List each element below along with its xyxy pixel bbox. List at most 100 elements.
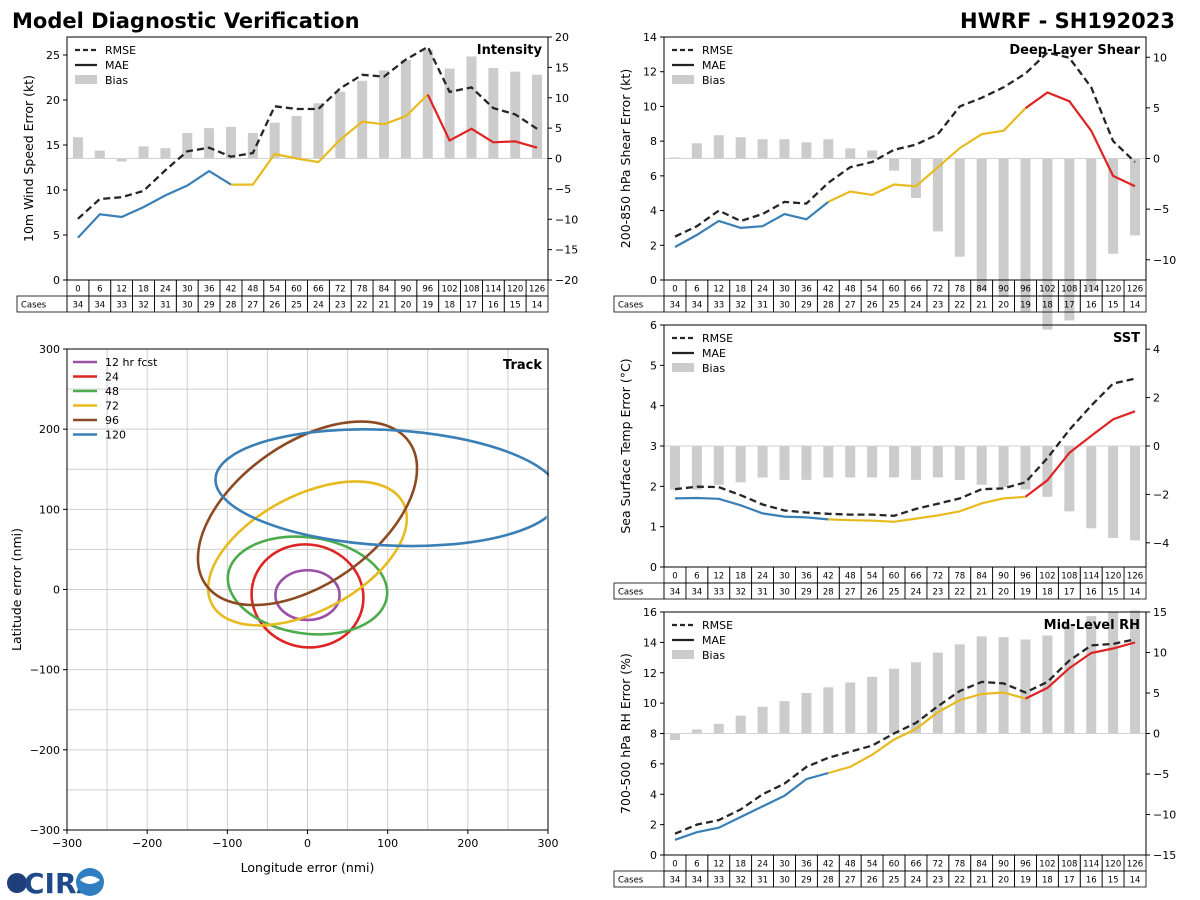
shear-legend-bias: Bias xyxy=(702,74,725,87)
sst-hour-label: 78 xyxy=(954,572,965,582)
sst-bias-bar xyxy=(867,446,878,478)
sst-bias-bar xyxy=(954,446,965,480)
intensity-ytick-label: 25 xyxy=(46,49,60,62)
intensity-ytick-label: 20 xyxy=(46,94,60,107)
intensity-case-count: 14 xyxy=(532,301,543,311)
rh-hour-label: 102 xyxy=(1039,860,1055,870)
intensity-hour-label: 108 xyxy=(463,285,479,295)
shear-hour-label: 0 xyxy=(672,285,677,295)
rh-case-count: 34 xyxy=(691,876,702,886)
sst-case-cell xyxy=(1123,582,1147,600)
intensity-hour-label: 54 xyxy=(269,285,280,295)
track-xtick-label: −300 xyxy=(52,837,82,850)
track-legend-label: 120 xyxy=(105,429,126,442)
intensity-bias-bar xyxy=(94,150,105,159)
rh-bias-bar xyxy=(910,662,921,734)
shear-y2tick-label: 10 xyxy=(1153,51,1167,64)
shear-cases-header: Cases xyxy=(618,301,644,311)
shear-bias-bar xyxy=(1042,158,1053,330)
shear-hour-label: 12 xyxy=(713,285,724,295)
intensity-hour-label: 60 xyxy=(291,285,302,295)
sst-case-count: 19 xyxy=(1020,588,1031,598)
sst-y2tick-label: 4 xyxy=(1153,343,1160,356)
intensity-case-count: 29 xyxy=(204,301,215,311)
rh-bias-bar xyxy=(1042,635,1053,734)
sst-title: SST xyxy=(1113,331,1140,346)
intensity-case-count: 22 xyxy=(357,301,368,311)
intensity-ytick-label: 0 xyxy=(53,274,60,287)
sst-hour-label: 60 xyxy=(889,572,900,582)
intensity-case-count: 19 xyxy=(422,301,433,311)
intensity-hour-label: 24 xyxy=(160,285,171,295)
rh-mae-line xyxy=(828,691,1026,775)
rh-bias-bar xyxy=(1064,624,1075,734)
track-ytick-label: −200 xyxy=(30,744,60,757)
intensity-hour-label: 30 xyxy=(182,285,193,295)
rh-bias-bar xyxy=(1086,616,1097,734)
sst-bias-bar xyxy=(998,446,1009,488)
intensity-hour-label: 12 xyxy=(116,285,127,295)
sst-ytick-label: 1 xyxy=(650,521,657,534)
shear-y2tick-label: −5 xyxy=(1153,203,1169,216)
shear-bias-bar xyxy=(779,139,790,159)
sst-case-count: 28 xyxy=(823,588,834,598)
rh-legend-bias: Bias xyxy=(702,649,725,662)
sst-bias-bar xyxy=(889,446,900,478)
intensity-bias-bar xyxy=(291,115,302,159)
sst-ytick-label: 0 xyxy=(650,561,657,574)
intensity-case-count: 31 xyxy=(160,301,171,311)
shear-case-count: 25 xyxy=(889,301,900,311)
track-ellipse-24 xyxy=(250,543,365,649)
intensity-bias-bar xyxy=(247,132,258,159)
sst-hour-label: 96 xyxy=(1020,572,1031,582)
intensity-mae-line xyxy=(77,169,232,239)
rh-bias-bar xyxy=(954,644,965,734)
rh-bias-bar xyxy=(1020,639,1031,734)
sst-hour-label: 36 xyxy=(801,572,812,582)
shear-mae-line xyxy=(827,107,1027,203)
rh-hour-label: 78 xyxy=(954,860,965,870)
rh-bias-bar xyxy=(713,723,724,734)
rh-hour-label: 96 xyxy=(1020,860,1031,870)
track-ytick-label: 200 xyxy=(39,423,60,436)
sst-hour-label: 102 xyxy=(1039,572,1055,582)
rh-y2tick-label: 10 xyxy=(1153,647,1167,660)
intensity-y2tick-label: 10 xyxy=(555,92,569,105)
sst-hour-label: 108 xyxy=(1061,572,1077,582)
sst-case-count: 30 xyxy=(779,588,790,598)
rh-bias-bar xyxy=(735,715,746,734)
shear-case-count: 27 xyxy=(845,301,856,311)
intensity-case-count: 28 xyxy=(226,301,237,311)
intensity-bias-bar xyxy=(379,70,390,159)
sst-bias-bar xyxy=(1064,446,1075,512)
shear-bias-bar xyxy=(713,135,724,159)
track-ellipse-120 xyxy=(214,428,556,548)
shear-case-count: 31 xyxy=(757,301,768,311)
intensity-case-count: 15 xyxy=(510,301,521,311)
intensity-bias-bar xyxy=(400,60,411,159)
sst-hour-label: 114 xyxy=(1083,572,1099,582)
rh-hour-label: 120 xyxy=(1105,860,1121,870)
intensity-hour-label: 18 xyxy=(138,285,149,295)
sst-case-count: 24 xyxy=(911,588,922,598)
intensity-hour-label: 0 xyxy=(75,285,80,295)
shear-bias-bar xyxy=(867,150,878,159)
sst-case-count: 34 xyxy=(691,588,702,598)
shear-legend-bias-swatch xyxy=(672,75,694,84)
sst-rmse-line xyxy=(674,377,1136,517)
rh-ytick-label: 0 xyxy=(650,849,657,862)
sst-hour-label: 18 xyxy=(735,572,746,582)
track-xtick-label: 100 xyxy=(377,837,398,850)
rh-legend-mae: MAE xyxy=(702,634,726,647)
intensity-y2tick-label: 0 xyxy=(555,153,562,166)
shear-ytick-label: 4 xyxy=(650,205,657,218)
track-ytick-label: −300 xyxy=(30,824,60,837)
sst-hour-label: 84 xyxy=(976,572,987,582)
rh-ytick-label: 12 xyxy=(643,667,657,680)
intensity-hour-label: 36 xyxy=(204,285,215,295)
rh-y2tick-label: −15 xyxy=(1153,849,1176,862)
sst-case-count: 31 xyxy=(757,588,768,598)
intensity-hour-label: 102 xyxy=(441,285,457,295)
